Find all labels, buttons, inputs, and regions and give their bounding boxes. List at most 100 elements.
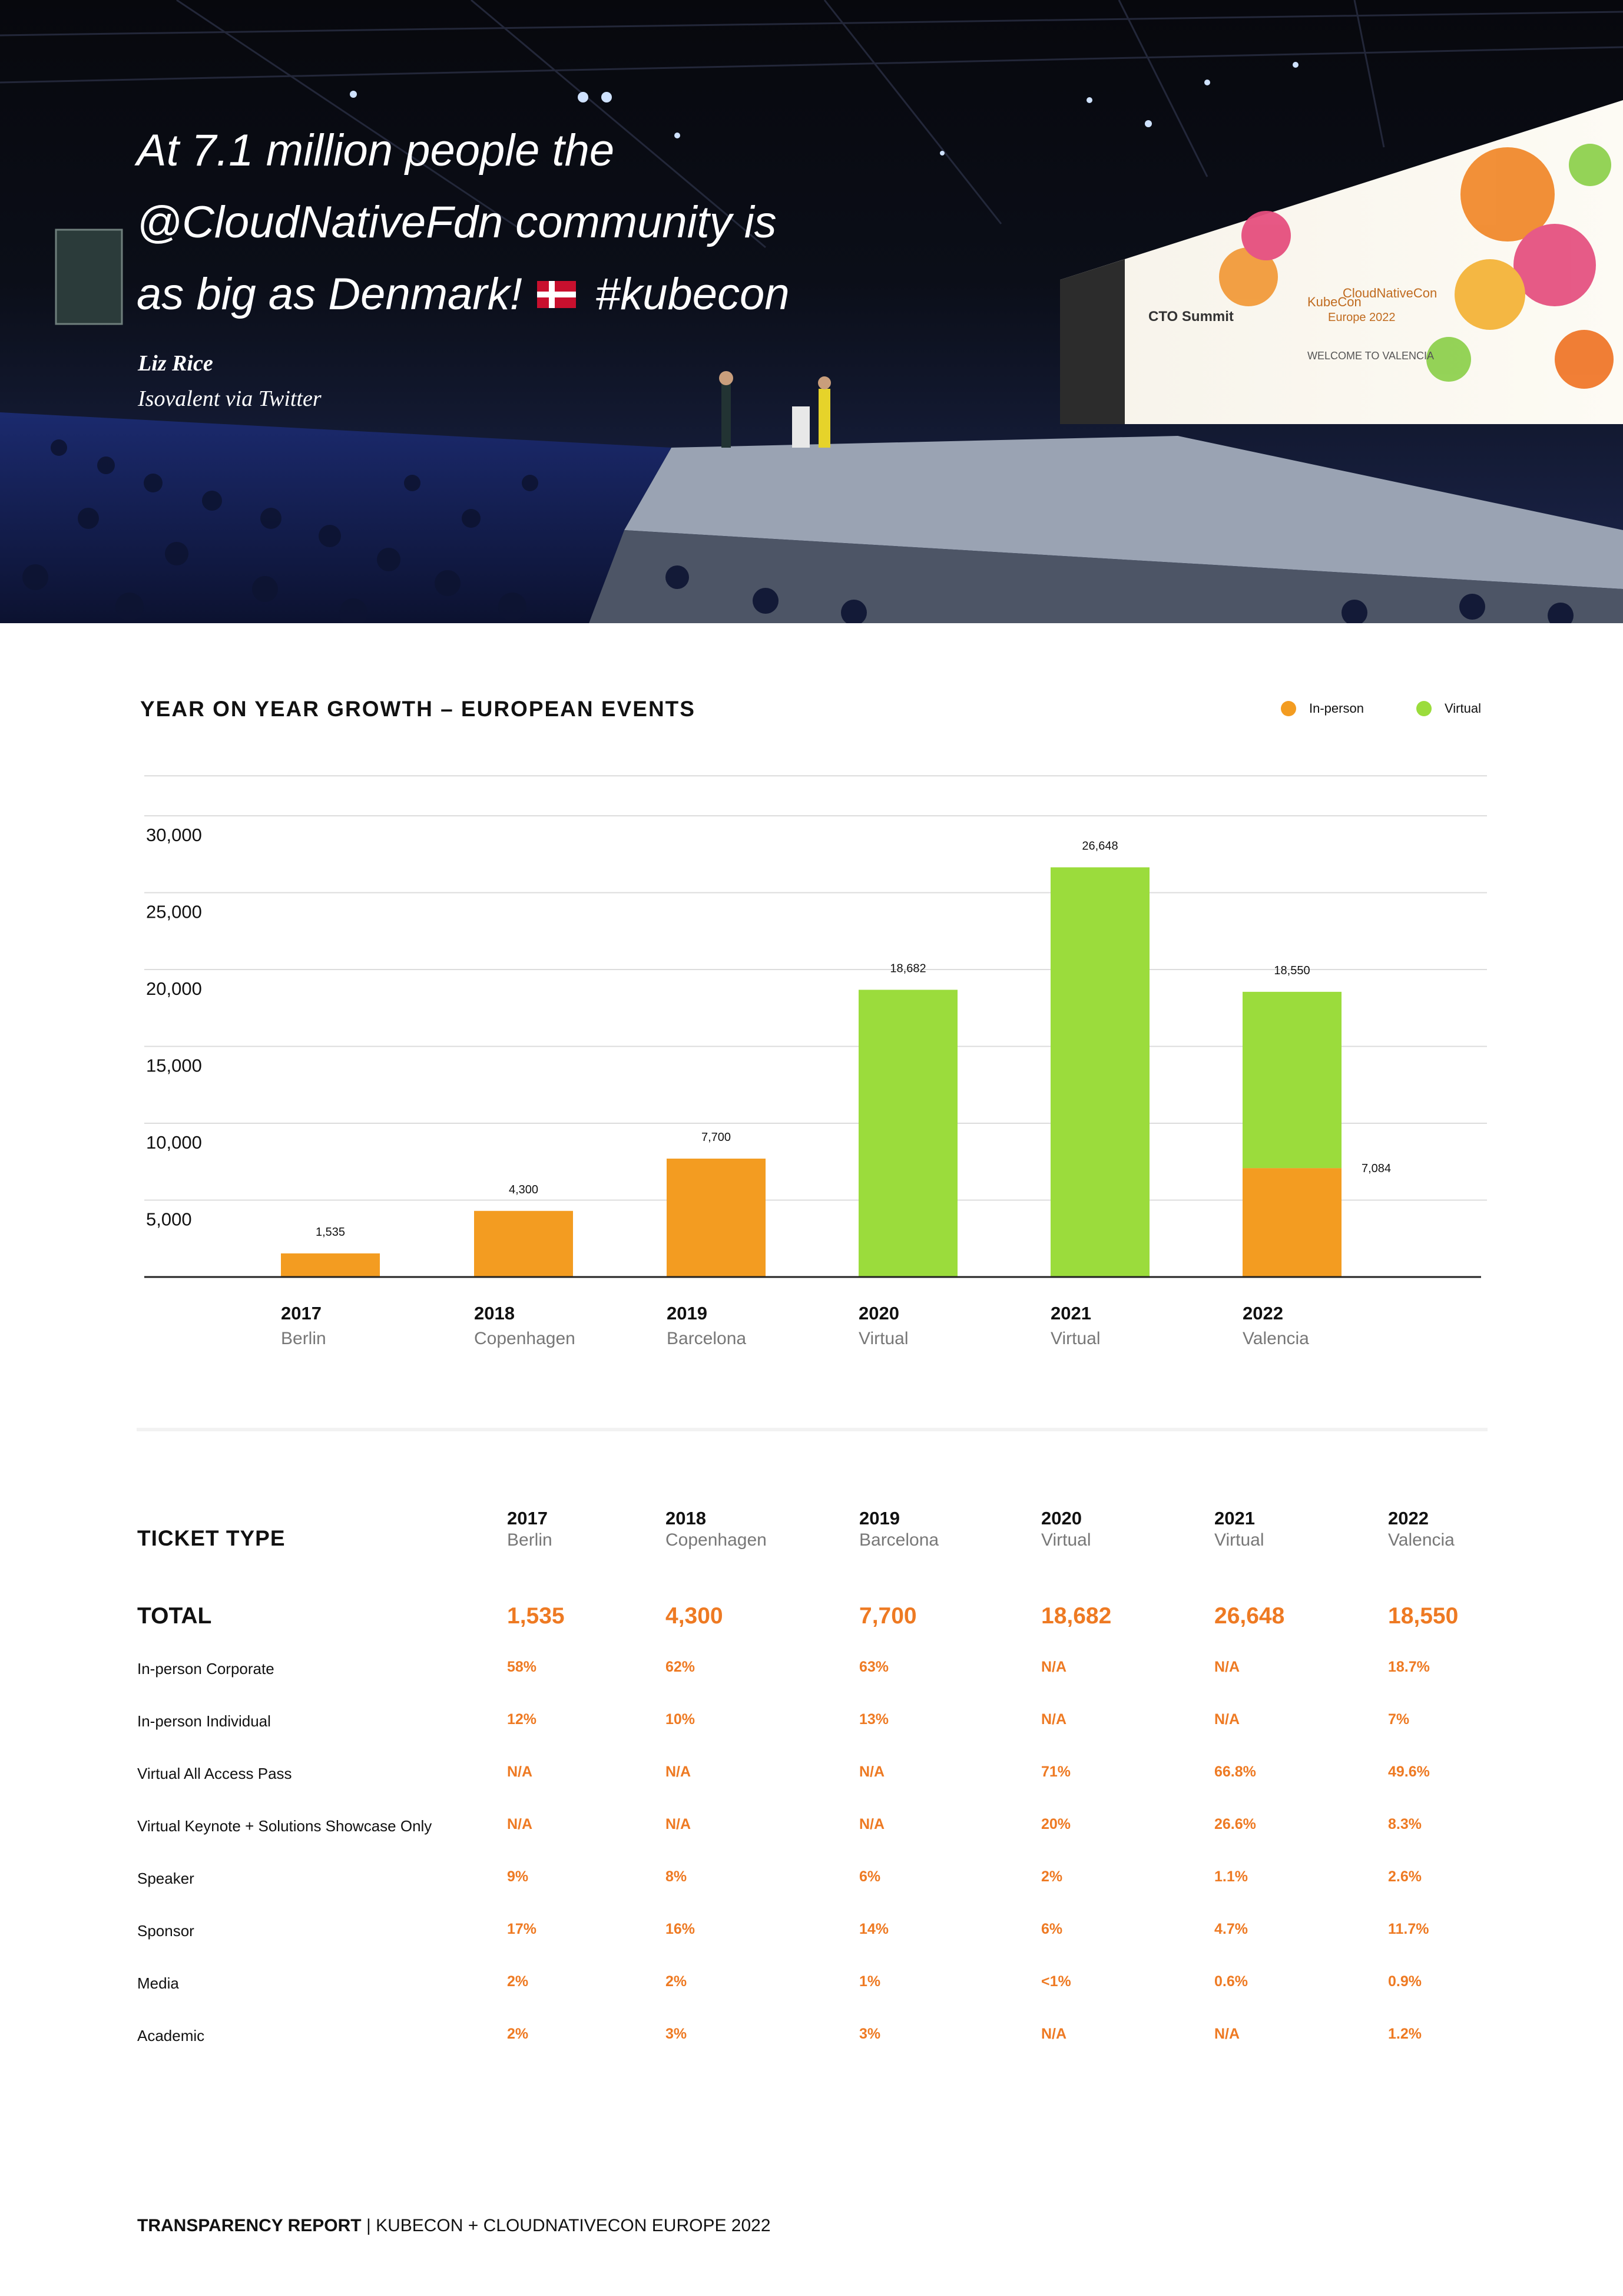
column-city-2020: Virtual — [1041, 1530, 1091, 1550]
legend-item-virtual: Virtual — [1416, 701, 1481, 716]
page-footer: TRANSPARENCY REPORT | KUBECON + CLOUDNAT… — [137, 2216, 771, 2236]
x-tick-year-2019: 2019 — [667, 1303, 707, 1324]
y-tick-label: 20,000 — [146, 978, 202, 999]
quote-line-3: as big as Denmark! #kubecon — [137, 259, 914, 330]
quote-line-2: @CloudNativeFdn community is — [137, 197, 777, 247]
table-cell: 49.6% — [1388, 1764, 1430, 1780]
x-tick-city-2017: Berlin — [281, 1329, 326, 1348]
table-cell: 0.9% — [1388, 1973, 1422, 1990]
bar-in-person-2017 — [281, 1253, 380, 1277]
table-cell: 10% — [665, 1711, 695, 1728]
x-tick-year-2020: 2020 — [859, 1303, 899, 1324]
table-row-label: Virtual Keynote + Solutions Showcase Onl… — [137, 1817, 432, 1835]
x-tick-year-2018: 2018 — [474, 1303, 515, 1324]
table-cell: N/A — [665, 1764, 691, 1780]
table-cell: N/A — [1214, 1711, 1240, 1728]
table-row-label: Academic — [137, 2027, 205, 2044]
column-year-2020: 2020 — [1041, 1508, 1082, 1529]
total-value-2017: 1,535 — [507, 1603, 565, 1629]
table-cell: 13% — [859, 1711, 889, 1728]
quote-affiliation: Isovalent via Twitter — [138, 386, 322, 411]
screen-text-cto: CTO Summit — [1148, 309, 1234, 325]
total-value-2018: 4,300 — [665, 1603, 723, 1629]
table-cell: 1.1% — [1214, 1868, 1248, 1885]
chart-y-axis: 5,000 10,000 15,000 20,000 25,000 30,000 — [146, 825, 202, 1230]
column-city-2021: Virtual — [1214, 1530, 1264, 1550]
table-cell: 2% — [507, 2026, 529, 2042]
legend-item-in-person: In-person — [1281, 701, 1364, 716]
x-tick-year-2021: 2021 — [1051, 1303, 1091, 1324]
table-cell: 2% — [1041, 1868, 1063, 1885]
x-tick-year-2017: 2017 — [281, 1303, 322, 1324]
conference-hall-illustration: CTO Summit KubeCon CloudNativeCon Europe… — [0, 0, 1623, 623]
denmark-flag-icon — [536, 280, 576, 308]
y-tick-label: 30,000 — [146, 825, 202, 845]
table-cell: 1.2% — [1388, 2026, 1422, 2042]
chart-bars — [281, 867, 1342, 1277]
table-cell: 58% — [507, 1659, 537, 1675]
bar-in-person-2022 — [1243, 1168, 1342, 1277]
table-cell: 2.6% — [1388, 1868, 1422, 1885]
column-city-2019: Barcelona — [859, 1530, 939, 1550]
data-label-2022: 18,550 — [1274, 964, 1310, 977]
table-cell: N/A — [1041, 1711, 1067, 1728]
table-cell: 2% — [665, 1973, 687, 1990]
table-cell: N/A — [507, 1764, 533, 1780]
table-cell: 8% — [665, 1868, 687, 1885]
table-cell: N/A — [665, 1816, 691, 1832]
column-year-2018: 2018 — [665, 1508, 706, 1529]
section-divider — [137, 1428, 1488, 1431]
table-cell: 8.3% — [1388, 1816, 1422, 1832]
x-tick-city-2018: Copenhagen — [474, 1329, 575, 1348]
table-cell: N/A — [859, 1816, 885, 1832]
quote-line-3-text: as big as Denmark! — [137, 269, 522, 319]
screen-text-welcome: WELCOME TO VALENCIA — [1307, 350, 1434, 362]
total-value-2021: 26,648 — [1214, 1603, 1285, 1629]
table-cell: 18.7% — [1388, 1659, 1430, 1675]
table-row-label: Speaker — [137, 1870, 194, 1887]
table-cell: 7% — [1388, 1711, 1410, 1728]
hero-photo: CTO Summit KubeCon CloudNativeCon Europe… — [0, 0, 1623, 623]
screen-text-kubecon: KubeCon — [1307, 295, 1362, 309]
chart-value-labels: 1,535 4,300 7,700 18,682 26,648 18,550 7,084 — [316, 839, 1391, 1238]
x-tick-city-2020: Virtual — [859, 1329, 909, 1348]
bar-virtual-2021 — [1051, 867, 1150, 1277]
total-value-2019: 7,700 — [859, 1603, 917, 1629]
column-year-2019: 2019 — [859, 1508, 900, 1529]
table-cell: 0.6% — [1214, 1973, 1248, 1990]
table-cell: 17% — [507, 1921, 537, 1937]
column-city-2022: Valencia — [1388, 1530, 1455, 1550]
growth-bar-chart: 5,000 10,000 15,000 20,000 25,000 30,000 1,53… — [144, 775, 1487, 1348]
table-cell: 6% — [1041, 1921, 1063, 1937]
x-tick-city-2022: Valencia — [1243, 1329, 1309, 1348]
data-label-2020: 18,682 — [890, 962, 926, 975]
legend-label-virtual: Virtual — [1445, 701, 1481, 716]
legend-label-in-person: In-person — [1309, 701, 1364, 716]
bar-virtual-2022 — [1243, 991, 1342, 1169]
table-cell: 3% — [859, 2026, 881, 2042]
x-tick-city-2019: Barcelona — [667, 1329, 746, 1348]
legend-dot-in-person — [1281, 701, 1296, 716]
table-cell: 26.6% — [1214, 1816, 1256, 1832]
table-cell: N/A — [507, 1816, 533, 1832]
data-label-2019: 7,700 — [701, 1131, 731, 1144]
table-cell: 2% — [507, 1973, 529, 1990]
table-cell: 66.8% — [1214, 1764, 1256, 1780]
y-tick-label: 10,000 — [146, 1132, 202, 1153]
screen-text-europe: Europe 2022 — [1328, 311, 1396, 324]
table-cell: 11.7% — [1388, 1921, 1429, 1937]
table-row-label: In-person Individual — [137, 1712, 271, 1730]
data-label-2018: 4,300 — [509, 1183, 538, 1196]
quote-hashtag: #kubecon — [595, 269, 790, 319]
quote-line-1: At 7.1 million people the — [137, 125, 615, 176]
table-cell: 1% — [859, 1973, 881, 1990]
table-cell: N/A — [1214, 1659, 1240, 1675]
table-cell: 63% — [859, 1659, 889, 1675]
table-cell: 12% — [507, 1711, 537, 1728]
footer-event-name: | KUBECON + CLOUDNATIVECON EUROPE 2022 — [361, 2216, 771, 2235]
column-year-2022: 2022 — [1388, 1508, 1429, 1529]
total-value-2020: 18,682 — [1041, 1603, 1112, 1629]
footer-report-name: TRANSPARENCY REPORT — [137, 2216, 362, 2235]
table-cell: 9% — [507, 1868, 529, 1885]
y-tick-label: 5,000 — [146, 1209, 192, 1230]
